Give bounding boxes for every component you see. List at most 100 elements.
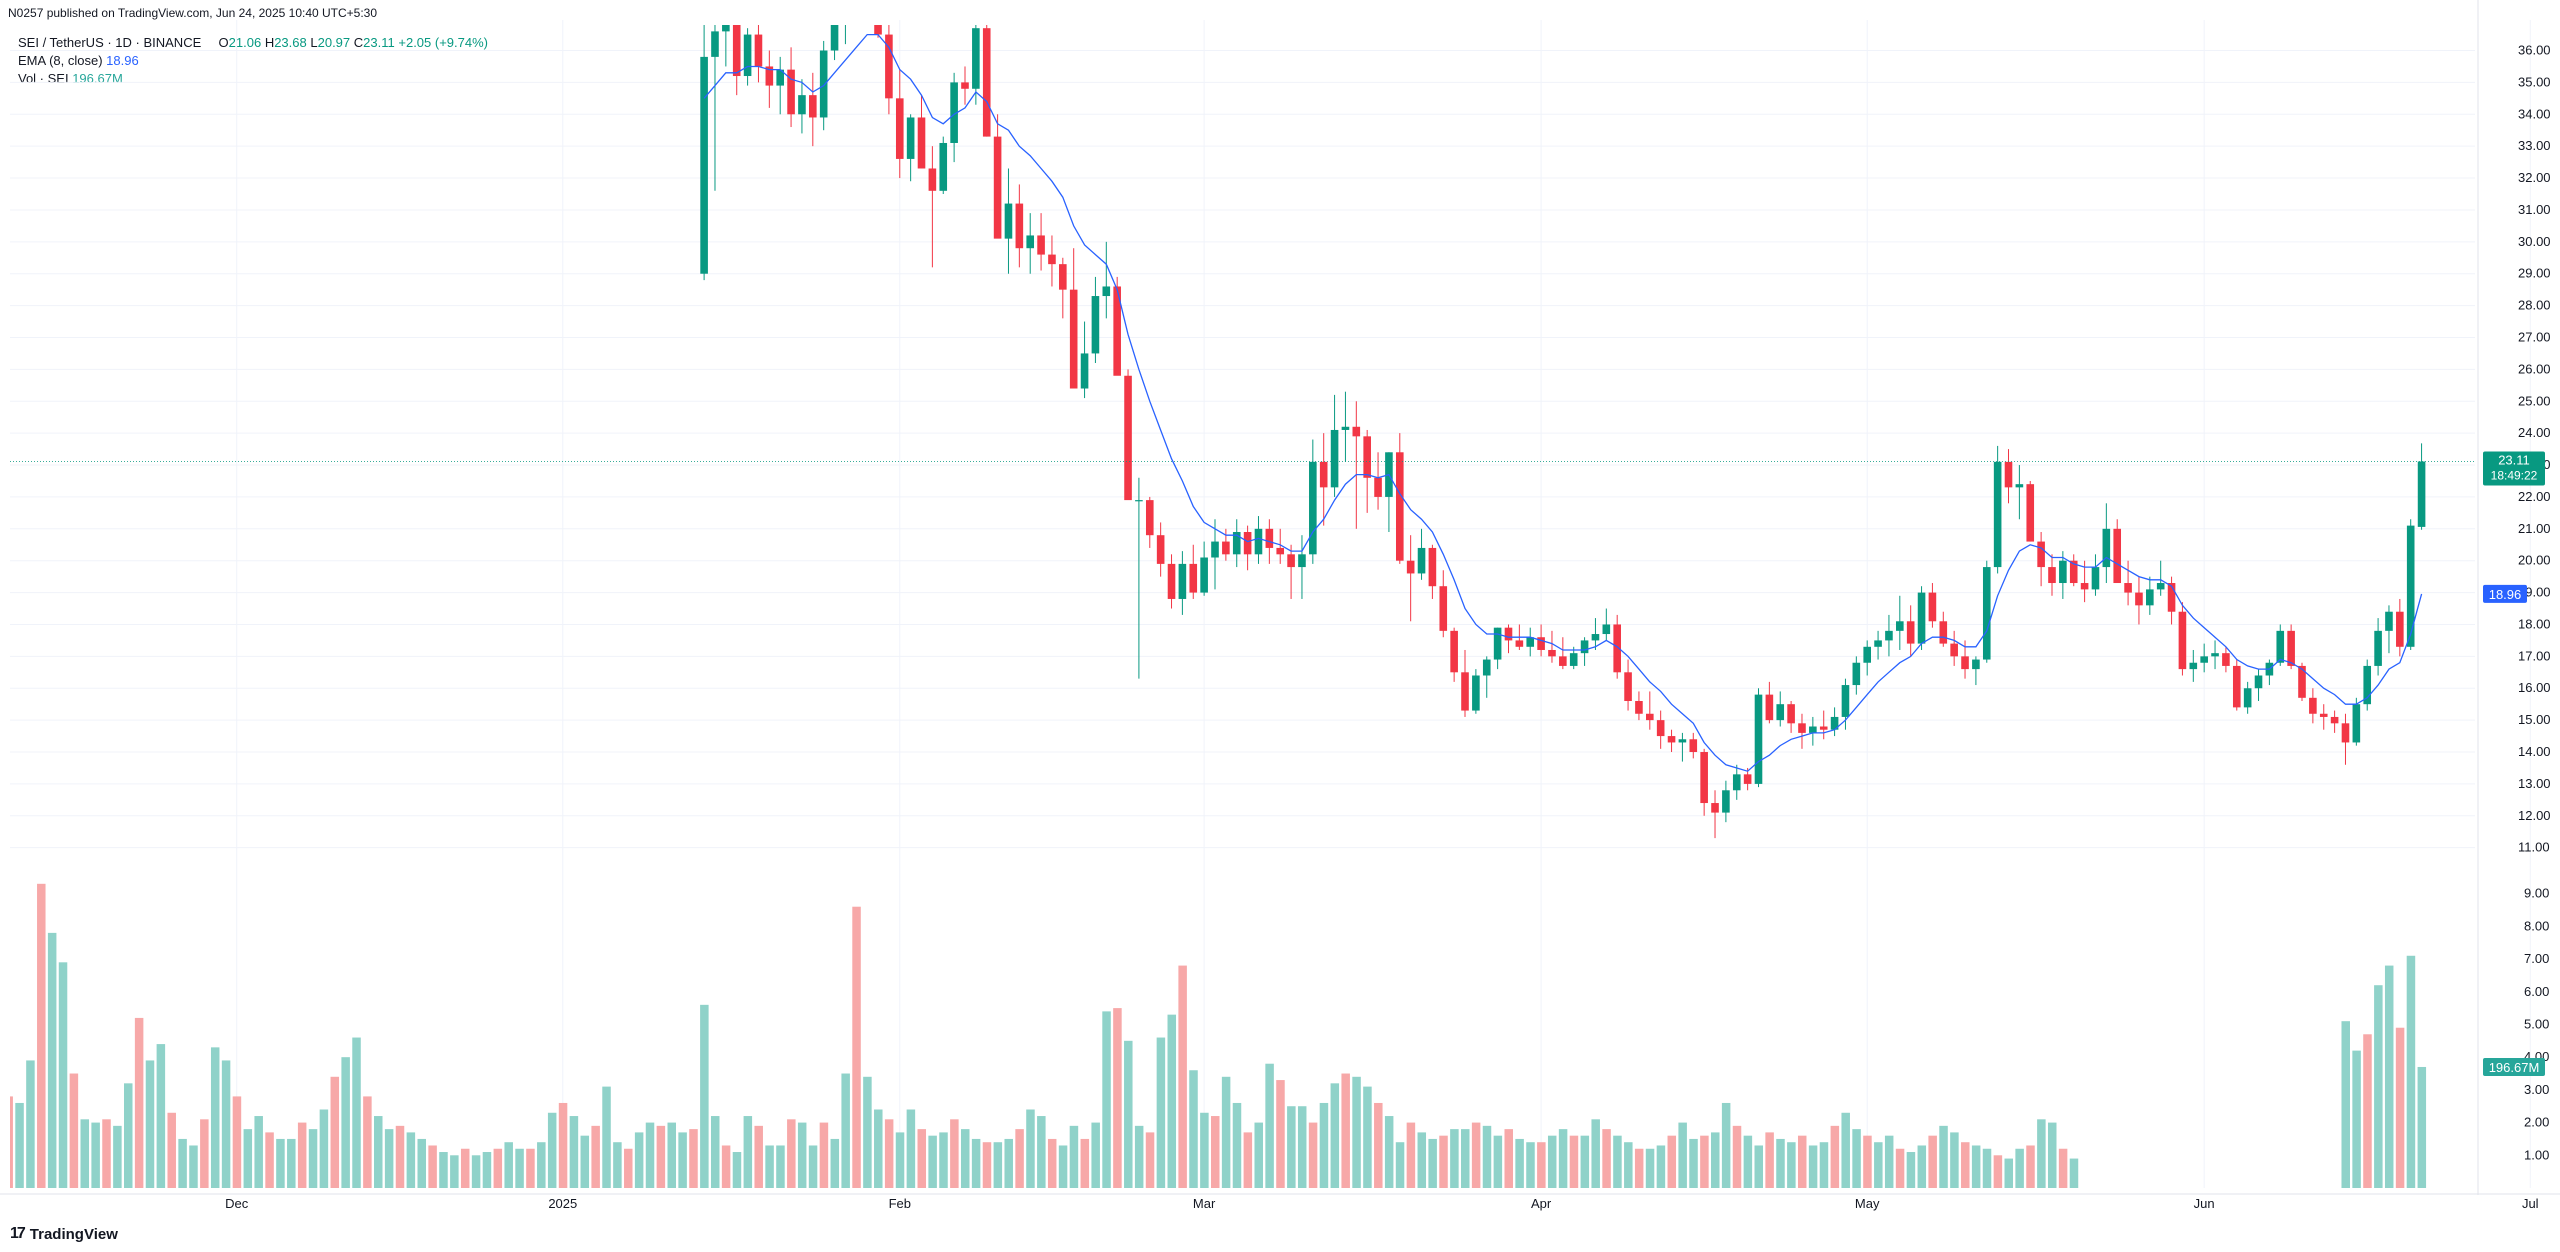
candle — [939, 136, 948, 194]
candle — [2319, 704, 2328, 730]
volume-bar — [819, 1122, 829, 1188]
grid-lines — [10, 20, 2531, 1188]
candle — [1026, 213, 1035, 274]
candle-body — [1993, 461, 2002, 568]
candle-body — [1624, 672, 1632, 701]
volume-bar — [1591, 1119, 1600, 1188]
candle-body — [1635, 701, 1643, 714]
candle-body — [1211, 541, 1219, 558]
volume-bar — [1004, 1138, 1013, 1188]
candle-body — [1450, 630, 1458, 673]
candle — [1178, 551, 1187, 615]
price-tick-label: 34.00 — [2518, 106, 2551, 121]
candle — [2211, 640, 2219, 670]
price-tick-label: 18.00 — [2518, 616, 2551, 631]
volume-bar — [1450, 1129, 1459, 1188]
candle-body — [1145, 500, 1154, 536]
candle-body — [1363, 436, 1371, 478]
candle — [1145, 496, 1154, 548]
price-tick-label: 12.00 — [2518, 808, 2551, 823]
ema-price-tag-value: 18.96 — [2489, 587, 2522, 602]
candle — [1472, 669, 1480, 714]
candle — [1863, 640, 1871, 676]
candle — [1700, 748, 1708, 816]
volume-bar — [1308, 1122, 1318, 1188]
price-tick-label: 35.00 — [2518, 74, 2551, 89]
candle-body — [1080, 353, 1089, 389]
candle — [1819, 710, 1828, 740]
candle-body — [2319, 713, 2328, 717]
time-tick-label: Dec — [225, 1196, 249, 1211]
candle — [1928, 583, 1937, 628]
time-tick-label: 2025 — [548, 1196, 577, 1211]
volume-bar — [1504, 1129, 1513, 1188]
candle-body — [1819, 726, 1828, 730]
volume-bar — [602, 1086, 611, 1188]
volume-tick-label: 9.00 — [2524, 886, 2549, 901]
volume-bar — [1417, 1132, 1427, 1188]
volume-bars — [10, 883, 2427, 1188]
candle-body — [1309, 461, 1317, 555]
volume-bar — [200, 1119, 209, 1188]
candle — [1906, 605, 1915, 657]
candle-body — [1189, 563, 1198, 593]
volume-bar — [526, 1148, 535, 1188]
candle — [917, 95, 926, 169]
candle-body — [1091, 296, 1100, 354]
candle-body — [1732, 774, 1741, 791]
candle — [1982, 560, 1991, 663]
candle — [2037, 532, 2045, 587]
candle-body — [1841, 685, 1850, 717]
candle-body — [2417, 461, 2426, 527]
candle — [1124, 369, 1132, 501]
candle-body — [1982, 567, 1991, 660]
candle-body — [2309, 697, 2317, 714]
volume-bar — [2395, 1027, 2405, 1188]
volume-bar — [1874, 1142, 1883, 1188]
candle-body — [2363, 665, 2372, 705]
candle-body — [711, 31, 719, 57]
candle — [2374, 618, 2382, 676]
volume-bar — [471, 1155, 481, 1188]
volume-bar — [591, 1125, 600, 1188]
candle — [2113, 519, 2122, 584]
symbol-legend[interactable]: SEI / TetherUS · 1D · BINANCE O21.06 H23… — [18, 35, 488, 50]
candle-body — [1798, 723, 1806, 733]
candle-body — [1885, 630, 1893, 641]
volume-bar — [1145, 1132, 1155, 1188]
candle — [1591, 618, 1600, 650]
price-tick-label: 27.00 — [2518, 329, 2551, 344]
volume-tag-value: 196.67M — [2489, 1060, 2540, 1075]
candle — [841, 25, 850, 45]
candle — [852, 0, 860, 22]
price-tick-label: 21.00 — [2518, 521, 2551, 536]
candle — [1037, 213, 1045, 271]
candle-body — [1482, 659, 1491, 676]
volume-bar — [1026, 1109, 1035, 1188]
candle-body — [1711, 803, 1719, 813]
candle — [1428, 544, 1437, 599]
volume-bar — [1580, 1135, 1590, 1188]
candle — [993, 114, 1002, 239]
volume-bar — [841, 1073, 850, 1188]
candle — [1287, 544, 1295, 599]
ema-legend[interactable]: EMA (8, close) 18.96 — [18, 53, 139, 68]
candle-body — [895, 98, 904, 159]
low-label: L — [310, 35, 318, 50]
tradingview-logo[interactable]: 17 TradingView — [10, 1225, 118, 1243]
candle-body — [1613, 624, 1621, 673]
low-value: 20.97 — [317, 35, 351, 50]
volume-bar — [1624, 1142, 1633, 1188]
volume-bar — [1189, 1070, 1198, 1188]
candle — [2330, 710, 2339, 733]
volume-bar — [569, 1116, 579, 1188]
candle-body — [1580, 640, 1589, 654]
ema-value: 18.96 — [106, 53, 139, 68]
candle — [1896, 595, 1904, 650]
volume-bar — [47, 932, 57, 1188]
volume-tick-label: 6.00 — [2524, 984, 2549, 999]
candle — [1330, 394, 1339, 497]
candle-body — [809, 95, 817, 118]
candle — [1069, 248, 1078, 389]
